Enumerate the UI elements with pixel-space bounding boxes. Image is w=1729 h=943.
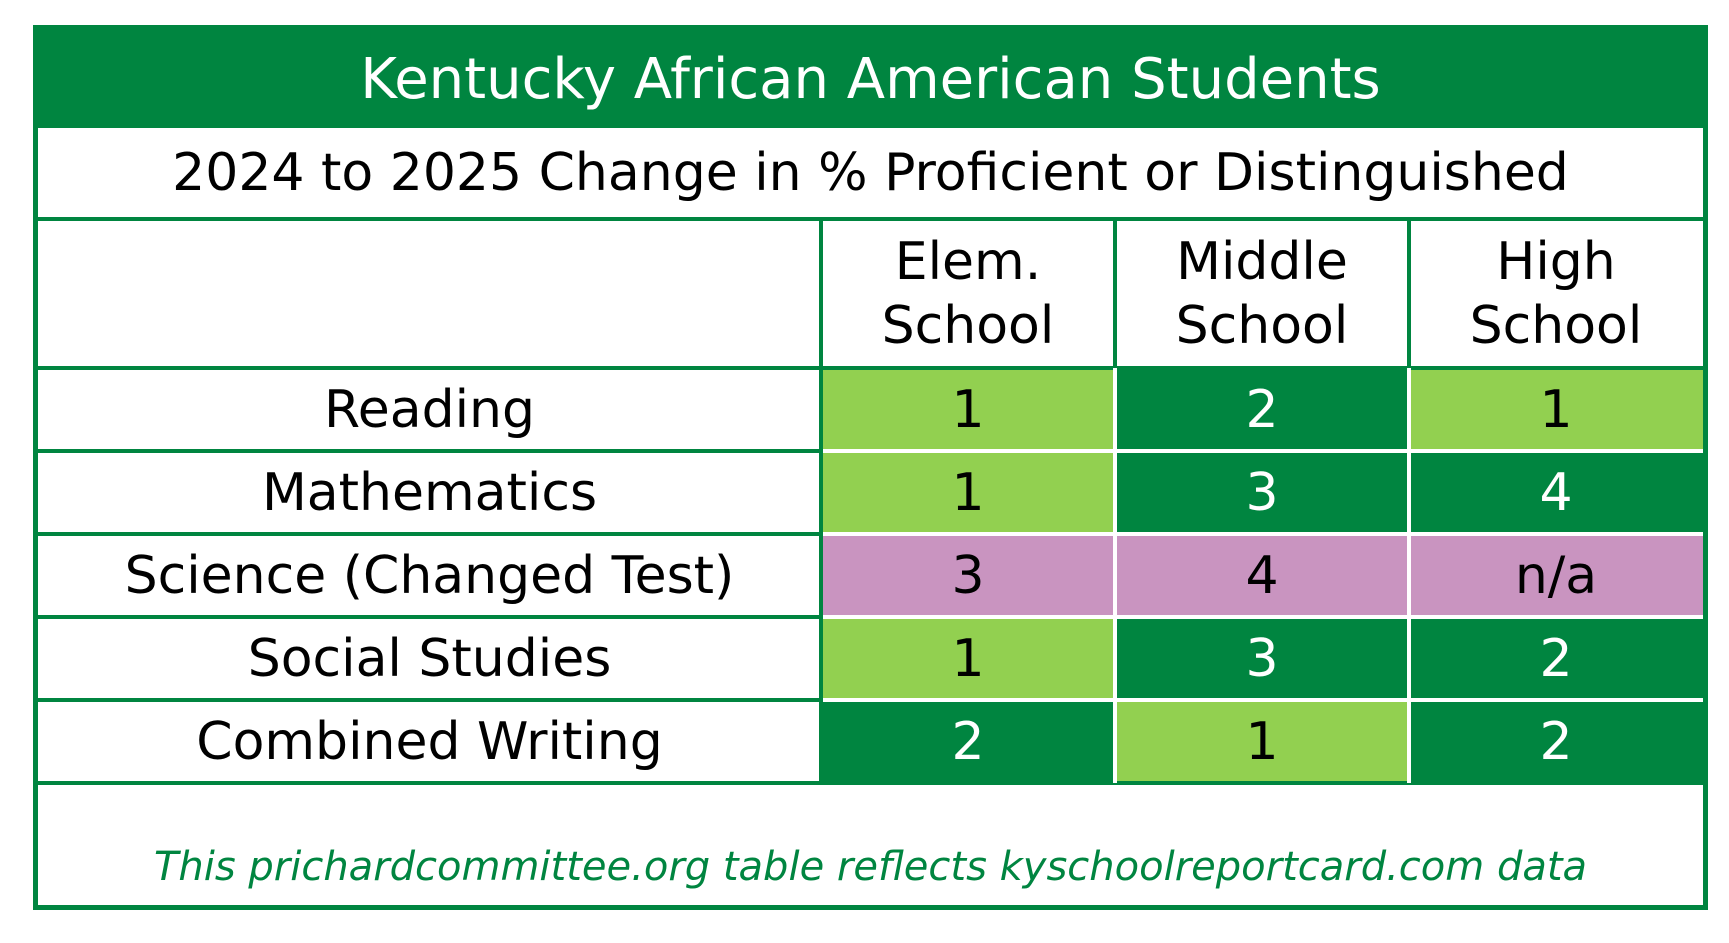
row-divider <box>821 449 1703 453</box>
row-divider <box>821 698 1703 702</box>
table-cell-value: 2 <box>1409 700 1703 783</box>
column-header: Middle School <box>1115 221 1409 368</box>
table-cell-value: n/a <box>1409 534 1703 617</box>
row-divider <box>38 532 821 536</box>
table-cell-value: 3 <box>1115 617 1409 700</box>
table-cell-value: 1 <box>821 368 1115 451</box>
table-cell-value: 1 <box>1115 700 1409 783</box>
table-footer: This prichardcommittee.org table reflect… <box>38 829 1703 905</box>
row-label: Reading <box>38 368 821 451</box>
data-table: Kentucky African American Students 2024 … <box>33 25 1708 910</box>
column-divider <box>1407 221 1411 368</box>
table-cell-value: 1 <box>1409 368 1703 451</box>
row-divider <box>821 532 1703 536</box>
table-cell-value: 3 <box>821 534 1115 617</box>
table-subtitle: 2024 to 2025 Change in % Proficient or D… <box>38 128 1703 221</box>
column-divider <box>1113 221 1117 368</box>
header-cell-empty <box>38 221 821 368</box>
column-header: High School <box>1409 221 1703 368</box>
table-cell-value: 4 <box>1115 534 1409 617</box>
table-cell-value: 4 <box>1409 451 1703 534</box>
table-cell-value: 1 <box>821 617 1115 700</box>
row-divider <box>821 781 1703 785</box>
table-cell-value: 3 <box>1115 451 1409 534</box>
row-divider <box>38 781 821 785</box>
column-divider <box>819 221 823 783</box>
column-divider <box>1407 368 1411 783</box>
row-label: Mathematics <box>38 451 821 534</box>
table-cell-value: 1 <box>821 451 1115 534</box>
table-title: Kentucky African American Students <box>38 30 1703 128</box>
row-divider <box>821 366 1703 370</box>
table-cell-value: 2 <box>821 700 1115 783</box>
column-header: Elem. School <box>821 221 1115 368</box>
row-divider <box>38 698 821 702</box>
row-divider <box>38 366 821 370</box>
row-divider <box>38 615 821 619</box>
row-label: Social Studies <box>38 617 821 700</box>
row-divider <box>38 449 821 453</box>
column-divider <box>1113 368 1117 783</box>
table-cell-value: 2 <box>1409 617 1703 700</box>
row-label: Combined Writing <box>38 700 821 783</box>
row-divider <box>821 615 1703 619</box>
row-label: Science (Changed Test) <box>38 534 821 617</box>
table-cell-value: 2 <box>1115 368 1409 451</box>
